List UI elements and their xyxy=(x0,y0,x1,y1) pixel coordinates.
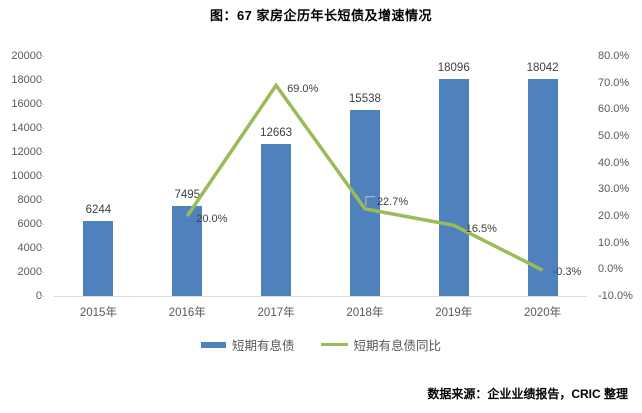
x-axis-category-label: 2019年 xyxy=(435,307,473,319)
left-axis-tick-label: 12000 xyxy=(11,146,42,158)
line-point-label: 20.0% xyxy=(196,213,228,225)
legend-item-bar-series: 短期有息债 xyxy=(200,335,295,354)
bar xyxy=(261,144,292,296)
line-series-swatch-icon xyxy=(320,343,348,346)
left-axis-tick-label: 20000 xyxy=(11,50,42,62)
left-axis-tick-label: 4000 xyxy=(17,242,42,254)
bar xyxy=(438,78,469,296)
data-source-note: 数据来源：企业业绩报告，CRIC 整理 xyxy=(427,387,628,401)
legend: 短期有息债 短期有息债同比 xyxy=(0,335,642,354)
right-axis-tick-label: 10.0% xyxy=(598,236,630,249)
x-axis-line xyxy=(54,296,587,297)
left-axis-tick-mark xyxy=(40,104,44,105)
left-axis-tick-label: 16000 xyxy=(11,98,42,110)
bar-value-label: 18096 xyxy=(437,61,470,74)
chart-title: 图：67 家房企历年长短债及增速情况 xyxy=(209,8,433,23)
left-axis-tick-mark xyxy=(40,248,44,249)
right-axis-tick-label: 0.0% xyxy=(598,263,624,276)
left-axis-tick-mark xyxy=(40,224,44,225)
x-axis-category-label: 2017年 xyxy=(257,307,295,319)
right-axis-tick-label: 70.0% xyxy=(598,76,630,89)
bar xyxy=(527,79,558,296)
legend-label-line-series: 短期有息债同比 xyxy=(353,339,442,353)
left-axis-tick-mark xyxy=(40,176,44,177)
bar-value-label: 18042 xyxy=(526,62,559,75)
line-point-label: -0.3% xyxy=(552,266,582,279)
left-axis-tick-label: 18000 xyxy=(11,74,42,86)
left-axis-tick-label: 8000 xyxy=(17,194,42,206)
left-axis-tick-mark xyxy=(40,56,44,57)
right-axis-tick-label: 60.0% xyxy=(598,103,630,116)
line-point-label: 69.0% xyxy=(287,83,319,96)
left-axis-tick-label: 14000 xyxy=(11,122,42,134)
left-axis-tick-mark xyxy=(40,128,44,129)
left-axis-tick-label: 10000 xyxy=(11,170,42,182)
line-point-label: 22.7% xyxy=(376,195,409,208)
left-axis-tick-mark xyxy=(40,200,44,201)
bar xyxy=(349,109,380,296)
right-axis-tick-label: 50.0% xyxy=(598,130,630,142)
right-axis-tick-label: 80.0% xyxy=(598,50,630,62)
bar-series-swatch-icon xyxy=(200,341,226,348)
x-axis-category-label: 2020年 xyxy=(524,307,562,319)
left-axis-tick-mark xyxy=(40,152,44,153)
bar-value-label: 7495 xyxy=(174,189,201,202)
bar-value-label: 6244 xyxy=(85,204,112,217)
right-axis-tick-label: 20.0% xyxy=(598,210,630,222)
left-axis-tick-mark xyxy=(40,272,44,273)
left-axis-tick-label: 6000 xyxy=(17,218,42,230)
right-axis-tick-label: 30.0% xyxy=(598,183,630,196)
bar-value-label: 12663 xyxy=(260,127,293,140)
legend-item-line-series: 短期有息债同比 xyxy=(320,335,442,354)
left-axis-tick-mark xyxy=(40,80,44,81)
left-axis-tick-label: 2000 xyxy=(17,266,42,278)
line-point-label: 16.5% xyxy=(465,223,497,236)
bar xyxy=(83,221,114,296)
right-axis-tick-label: -10.0% xyxy=(598,290,633,302)
x-axis-category-label: 2018年 xyxy=(346,307,384,319)
left-axis-tick-label: 0 xyxy=(35,290,42,302)
legend-label-bar-series: 短期有息债 xyxy=(231,339,295,353)
bar-value-label: 15538 xyxy=(348,92,381,105)
left-axis-tick-mark xyxy=(40,296,44,297)
x-axis-category-label: 2015年 xyxy=(79,307,117,319)
x-axis-category-label: 2016年 xyxy=(168,307,206,319)
right-axis-tick-label: 40.0% xyxy=(598,156,630,169)
